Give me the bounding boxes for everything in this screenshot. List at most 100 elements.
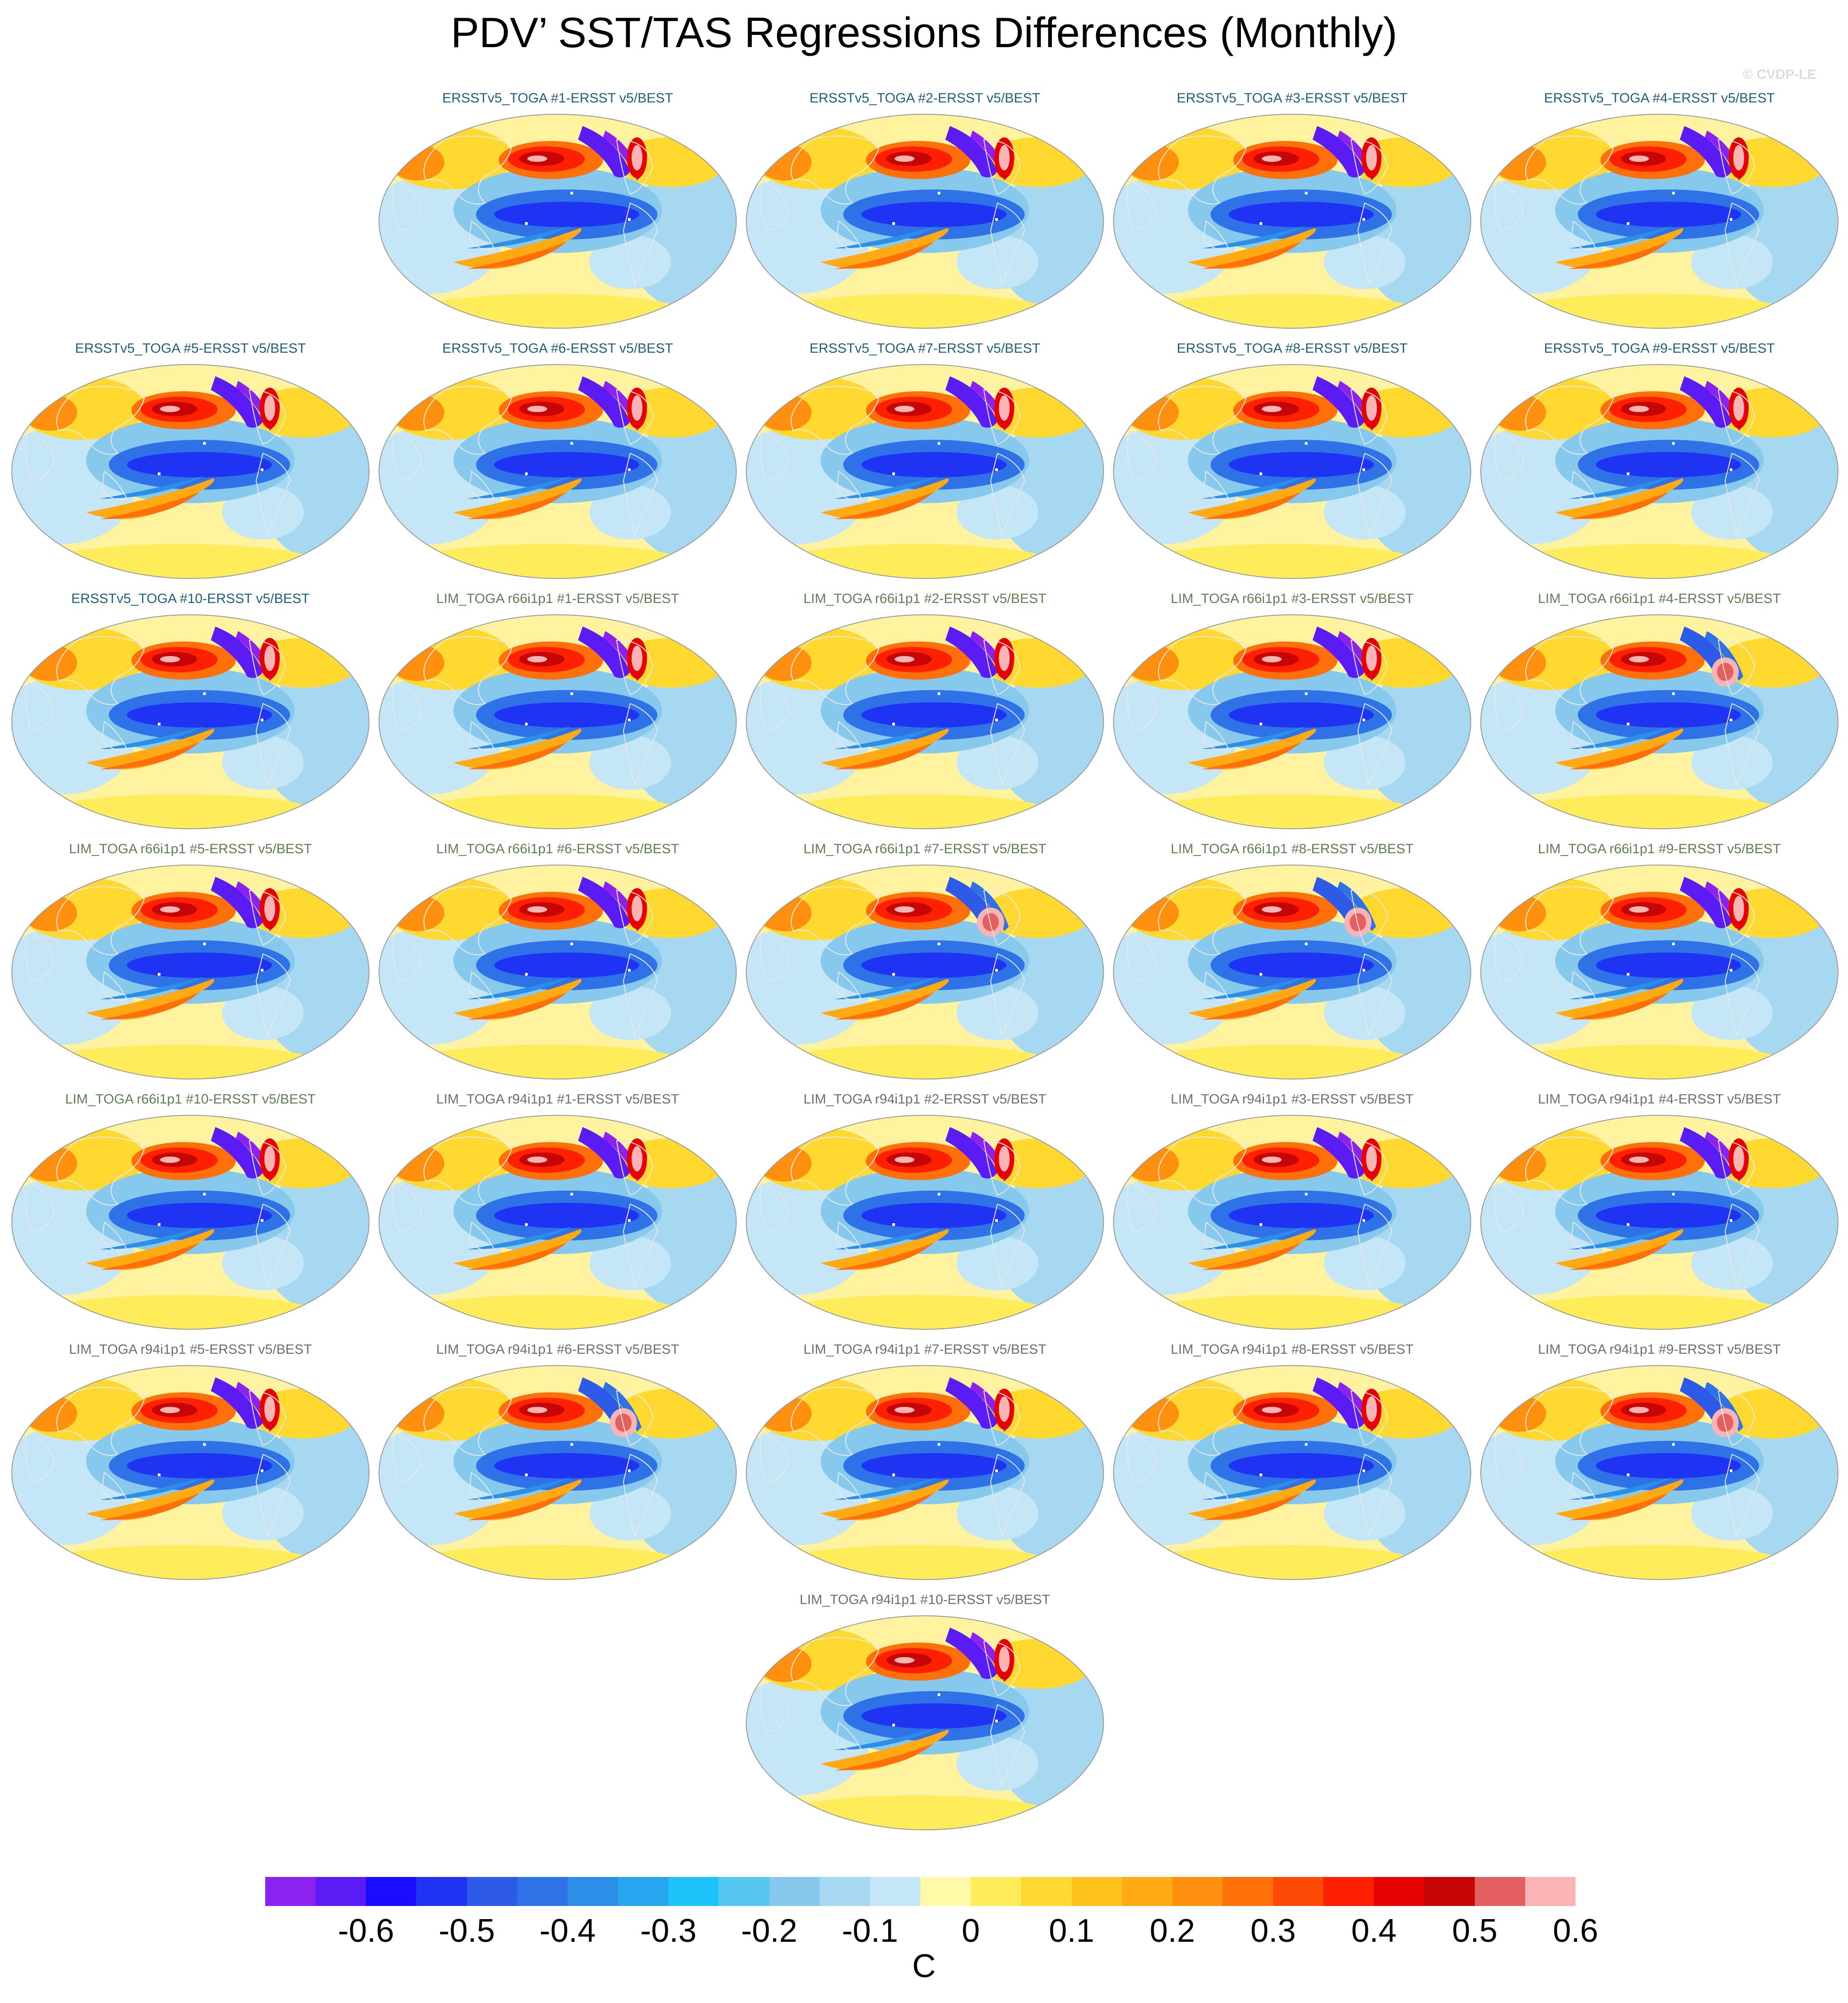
north-america-outline: [616, 1140, 654, 1196]
reference-dot: [628, 218, 631, 221]
pdv-regression-map: [11, 1365, 370, 1580]
reference-dot: [203, 442, 206, 445]
south-america-outline: [990, 953, 1026, 1037]
north-america-outline: [616, 1390, 654, 1446]
reference-dot: [261, 969, 263, 972]
north-pacific-warm-peak: [527, 906, 547, 913]
panel-title: LIM_TOGA r66i1p1 #4-ERSST v5/BEST: [1538, 591, 1781, 606]
south-america-cool: [589, 1486, 671, 1541]
colorbar-tick-label: 0.5: [1452, 1913, 1498, 1949]
tropical-pacific-cool-core: [1596, 1453, 1741, 1478]
southern-ocean-warm: [1514, 1045, 1786, 1079]
north-pacific-warm-peak: [160, 1407, 180, 1413]
eurasia-warm-core: [390, 1145, 444, 1181]
southern-ocean-warm: [45, 544, 317, 579]
north-america-warm-core: [1717, 663, 1733, 681]
south-pacific-warm-band: [453, 1479, 582, 1520]
colorbar-swatch: [870, 1877, 921, 1906]
north-america-warm-core: [999, 1146, 1010, 1172]
reference-dot: [1672, 1193, 1675, 1196]
map-panel: LIM_TOGA r94i1p1 #3-ERSST v5/BEST: [1111, 1092, 1474, 1337]
reference-dot: [158, 723, 160, 725]
eurasia-outline: [791, 1637, 880, 1706]
map-border: [1480, 1365, 1838, 1580]
eurasia-outline: [1525, 386, 1615, 455]
southern-ocean-warm: [1514, 794, 1786, 829]
south-america-cool: [1691, 986, 1773, 1040]
reference-dot: [1730, 1469, 1732, 1472]
reference-dot: [1627, 1473, 1629, 1476]
south-america-outline: [622, 452, 658, 537]
south-pacific-warm-band: [1188, 979, 1316, 1020]
panel-title: LIM_TOGA r66i1p1 #2-ERSST v5/BEST: [803, 591, 1046, 606]
reference-dot: [995, 468, 998, 471]
africa-outline: [392, 430, 423, 481]
africa-outline: [25, 680, 55, 732]
colorbar-swatch: [1525, 1877, 1576, 1906]
reference-dot: [525, 723, 528, 725]
colorbar-swatch: [1474, 1877, 1525, 1906]
north-pacific-warm-peak: [1629, 1407, 1649, 1413]
south-pacific-warm-band: [1555, 729, 1683, 769]
map-panel: LIM_TOGA r94i1p1 #7-ERSST v5/BEST: [744, 1342, 1106, 1587]
reference-dot: [938, 1193, 940, 1196]
reference-dot: [1260, 222, 1262, 225]
colorbar-swatch: [1374, 1877, 1425, 1906]
panel-title: LIM_TOGA r94i1p1 #10-ERSST v5/BEST: [799, 1592, 1050, 1607]
south-america-cool: [1324, 735, 1405, 790]
alaska-cool: [578, 1127, 630, 1179]
reference-dot: [525, 1223, 528, 1226]
reference-dot: [203, 1193, 206, 1196]
reference-dot: [261, 468, 263, 471]
north-america-outline: [1717, 890, 1756, 946]
eurasia-outline: [56, 1137, 146, 1206]
pdv-regression-map: [1113, 364, 1471, 579]
southern-ocean-warm: [1147, 1545, 1419, 1580]
south-america-outline: [990, 452, 1026, 537]
africa-outline: [1494, 1431, 1524, 1483]
tropical-pacific-cool-core: [1229, 1453, 1374, 1478]
australia-outline: [101, 1221, 128, 1251]
tropical-pacific-cool-core: [1229, 202, 1374, 227]
southern-ocean-warm: [780, 1795, 1052, 1830]
southern-ocean-warm: [780, 1295, 1052, 1329]
map-panel: LIM_TOGA r94i1p1 #6-ERSST v5/BEST: [376, 1342, 739, 1587]
panel-title: LIM_TOGA r94i1p1 #9-ERSST v5/BEST: [1538, 1342, 1781, 1357]
reference-dot: [261, 1469, 263, 1472]
north-pacific-warm-peak: [1262, 406, 1282, 412]
colorbar-swatch: [517, 1877, 568, 1906]
colorbar-swatch: [316, 1877, 366, 1906]
south-america-cool: [589, 485, 671, 540]
south-america-cool: [1324, 986, 1405, 1040]
eurasia-warm-core: [23, 895, 77, 931]
colorbar-tick-label: 0.2: [1149, 1913, 1195, 1949]
south-pacific-warm-core: [100, 1493, 199, 1520]
eurasia-warm-core: [1124, 895, 1179, 931]
eurasia-outline: [1525, 886, 1615, 955]
north-america-warm-core: [999, 145, 1010, 170]
north-pacific-warm-peak: [895, 656, 914, 662]
map-panel: LIM_TOGA r66i1p1 #6-ERSST v5/BEST: [376, 841, 739, 1086]
map-border: [1480, 114, 1838, 329]
australia-outline: [836, 721, 862, 751]
australia-outline: [468, 971, 495, 1001]
southern-ocean-warm: [780, 794, 1052, 829]
reference-dot: [1672, 1443, 1675, 1446]
southern-ocean-warm: [45, 1545, 317, 1580]
map-panel: ERSSTv5_TOGA #5-ERSST v5/BEST: [9, 341, 372, 586]
africa-outline: [392, 1181, 423, 1232]
south-america-cool: [222, 735, 304, 790]
southern-ocean-warm: [45, 1295, 317, 1329]
map-panel: LIM_TOGA r66i1p1 #7-ERSST v5/BEST: [744, 841, 1106, 1086]
south-america-outline: [1357, 452, 1393, 537]
north-america-outline: [1350, 639, 1388, 695]
south-pacific-warm-band: [821, 1479, 949, 1520]
australia-outline: [836, 1472, 862, 1502]
australia-outline: [836, 220, 862, 250]
southern-ocean-warm: [780, 294, 1052, 328]
south-pacific-warm-band: [86, 729, 214, 769]
map-panel: LIM_TOGA r66i1p1 #5-ERSST v5/BEST: [9, 841, 372, 1086]
eurasia-warm-core: [390, 645, 444, 681]
south-america-outline: [1724, 953, 1760, 1037]
alaska-cool: [1313, 376, 1365, 428]
